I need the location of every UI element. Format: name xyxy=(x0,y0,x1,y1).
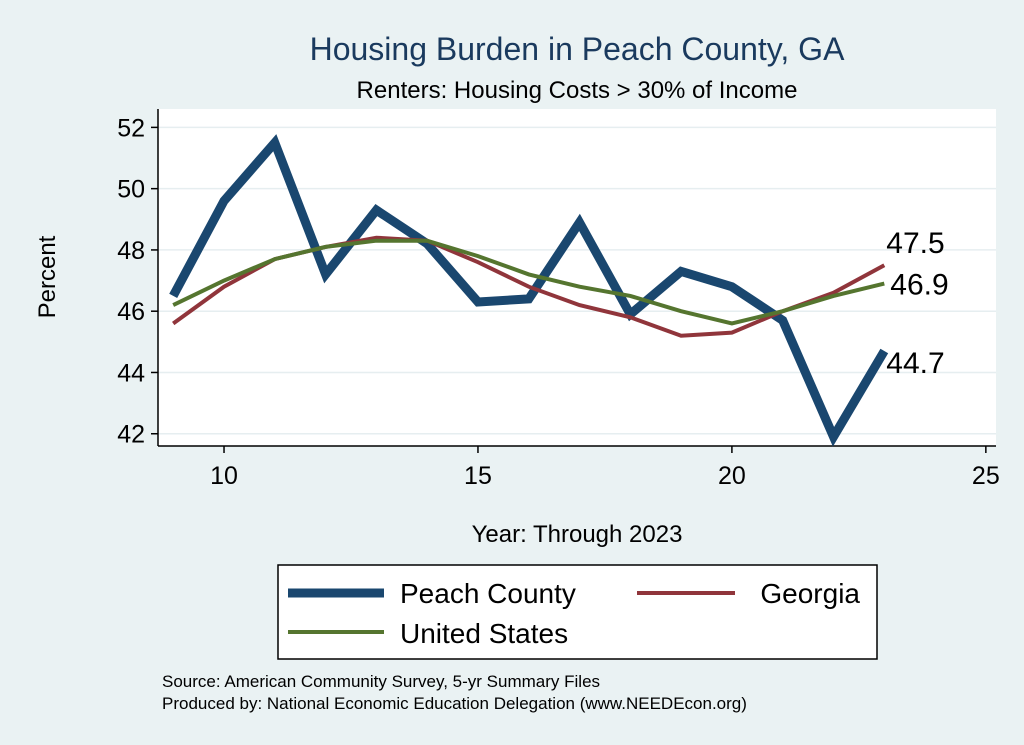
axes-layer: 42 44 46 48 50 52 10 15 20 25 xyxy=(117,109,1000,490)
y-tick-label: 44 xyxy=(117,359,145,387)
x-tick-label: 10 xyxy=(210,462,238,490)
y-tick-label: 42 xyxy=(117,421,145,449)
series-layer xyxy=(169,134,889,447)
end-labels-layer: 44.7 47.5 46.9 xyxy=(886,227,948,380)
legend: Peach County Georgia United States xyxy=(277,564,878,660)
chart-subtitle: Renters: Housing Costs > 30% of Income xyxy=(357,77,798,104)
x-tick-label: 25 xyxy=(972,462,1000,490)
legend-label-united-states: United States xyxy=(400,618,568,649)
y-tick-label: 48 xyxy=(117,237,145,265)
y-tick-label: 52 xyxy=(117,114,145,142)
x-axis-title: Year: Through 2023 xyxy=(472,521,683,548)
y-tick-label: 50 xyxy=(117,176,145,204)
end-label-georgia: 47.5 xyxy=(886,227,944,260)
x-tick-label: 20 xyxy=(718,462,746,490)
x-tick-label: 15 xyxy=(464,462,492,490)
source-note: Source: American Community Survey, 5-yr … xyxy=(162,672,600,691)
series-line-united-states xyxy=(172,238,885,326)
end-label-peach-county: 44.7 xyxy=(886,347,944,380)
grid-layer xyxy=(158,126,996,435)
legend-box xyxy=(277,564,878,660)
legend-label-peach-county: Peach County xyxy=(400,578,576,609)
producer-note: Produced by: National Economic Education… xyxy=(162,694,747,713)
end-label-united-states: 46.9 xyxy=(890,269,948,302)
y-axis-title: Percent xyxy=(34,235,61,318)
series-line-peach-county xyxy=(169,134,889,447)
y-tick-label: 46 xyxy=(117,298,145,326)
chart-title: Housing Burden in Peach County, GA xyxy=(310,31,845,67)
legend-label-georgia: Georgia xyxy=(760,578,860,609)
